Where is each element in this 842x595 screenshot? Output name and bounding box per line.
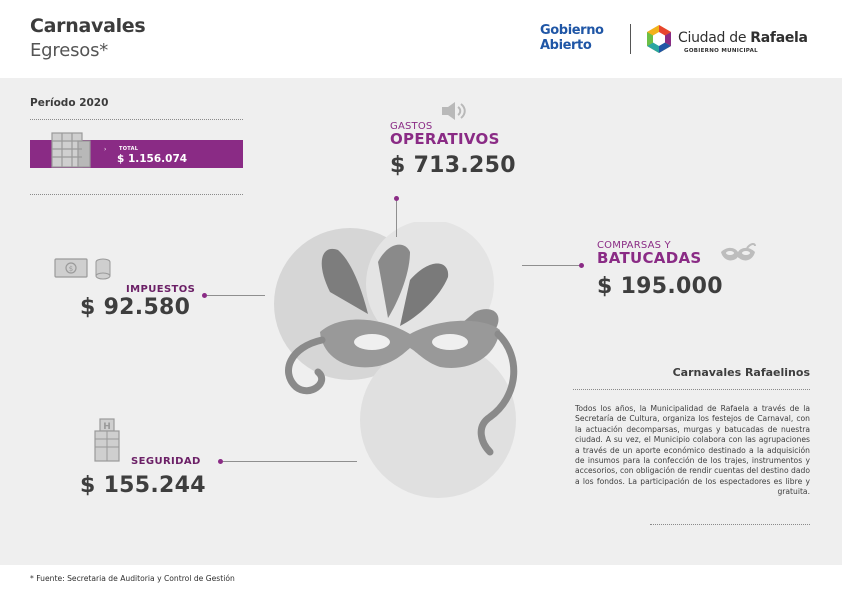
money-icon: $ (54, 258, 88, 278)
page-title: Carnavales (30, 15, 146, 37)
comparsas-amount: $ 195.000 (597, 274, 723, 299)
svg-text:$: $ (69, 265, 73, 273)
building-icon (51, 132, 91, 168)
mask-icon (721, 242, 756, 261)
svg-text:H: H (103, 422, 111, 432)
ciudad-logo-icon (647, 25, 671, 53)
seguridad-label: SEGURIDAD (131, 456, 201, 467)
coins-icon (95, 258, 111, 280)
gastos-label-line2: OPERATIVOS (390, 130, 500, 148)
impuestos-amount: $ 92.580 (80, 295, 191, 320)
connector-line (522, 265, 580, 266)
footnote: * Fuente: Secretaria de Auditoria y Cont… (30, 574, 235, 583)
logo-separator (630, 24, 631, 54)
seguridad-amount: $ 155.244 (80, 473, 206, 498)
gastos-amount: $ 713.250 (390, 153, 516, 178)
arrow-icon: › (104, 146, 107, 153)
divider (30, 119, 243, 120)
gobierno-abierto-logo[interactable]: Gobierno Abierto (540, 23, 620, 53)
logo-gobierno-line2: Abierto (540, 38, 592, 53)
divider (650, 524, 810, 525)
connector-dot (394, 196, 399, 201)
connector-line (396, 201, 397, 237)
gastos-label-line1: GASTOS (390, 121, 433, 132)
connector-line (207, 295, 265, 296)
logo-gobierno-line1: Gobierno (540, 23, 604, 38)
divider (30, 194, 243, 195)
header: Carnavales Egresos* Gobierno Abierto Ciu… (0, 0, 842, 78)
speaker-icon (442, 102, 466, 120)
connector-dot (218, 459, 223, 464)
impuestos-label: IMPUESTOS (126, 284, 196, 295)
comparsas-label-line1: COMPARSAS Y (597, 240, 671, 251)
connector-line (223, 461, 357, 462)
total-label: TOTAL (119, 146, 139, 152)
info-paragraph: Todos los años, la Municipalidad de Rafa… (575, 404, 810, 497)
logo-ciudad-text: Ciudad de Rafaela (678, 30, 808, 46)
connector-dot (202, 293, 207, 298)
comparsas-label-line2: BATUCADAS (597, 249, 702, 267)
page-subtitle: Egresos* (30, 40, 109, 61)
hospital-icon: H (94, 418, 120, 462)
total-value: $ 1.156.074 (117, 153, 188, 165)
periodo-label: Período 2020 (30, 97, 109, 109)
carnival-mask-illustration (274, 222, 518, 498)
divider (573, 389, 810, 390)
connector-dot (579, 263, 584, 268)
info-title: Carnavales Rafaelinos (672, 366, 810, 379)
logo-ciudad-sub: GOBIERNO MUNICIPAL (684, 48, 758, 54)
